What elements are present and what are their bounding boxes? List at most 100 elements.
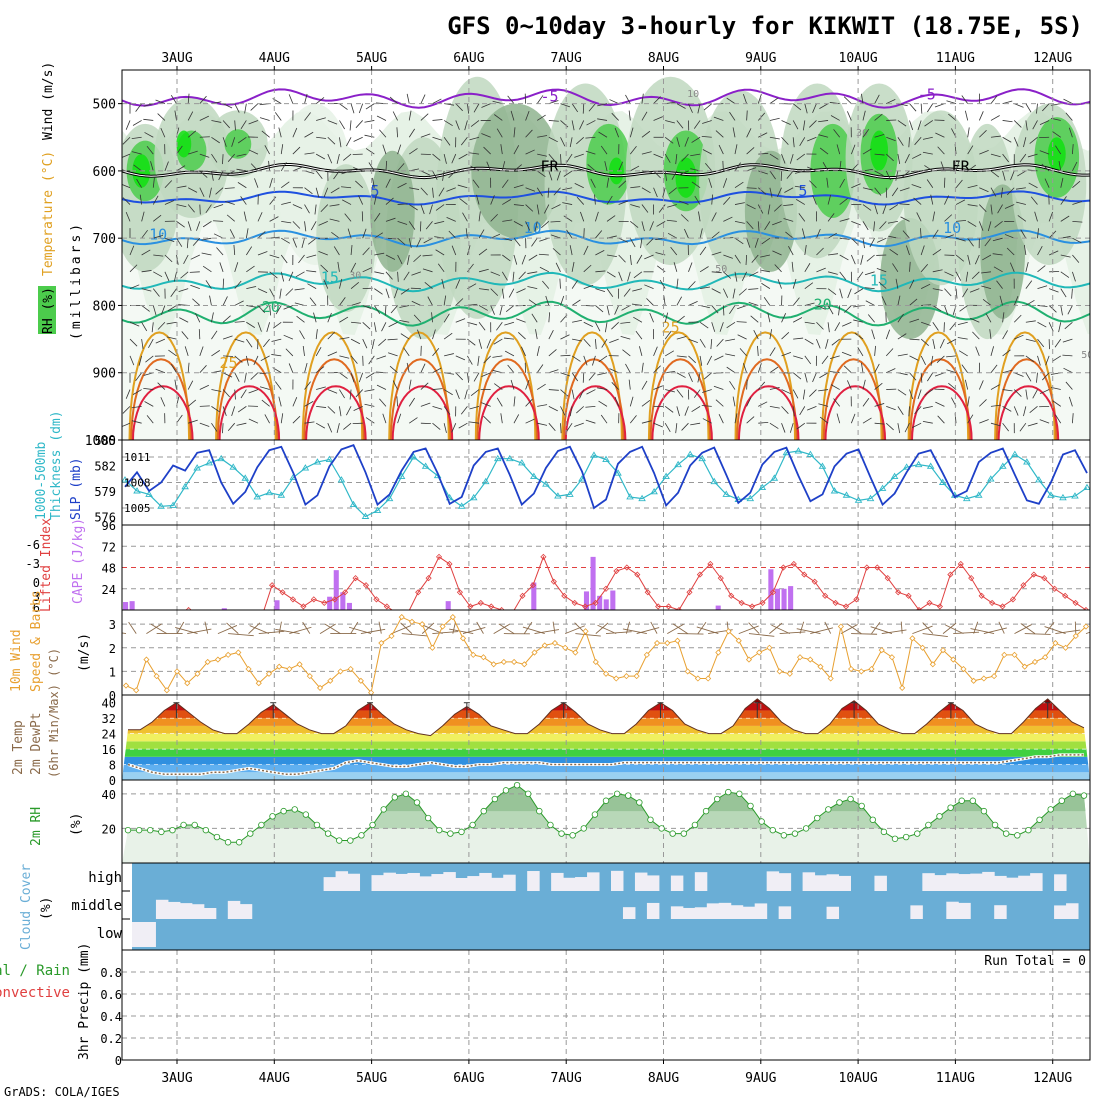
date-label-top: 9AUG: [745, 51, 776, 66]
contour-label: 30: [349, 271, 361, 282]
temp-band: [122, 703, 1090, 711]
wind-barb: [190, 272, 200, 273]
rh2m-point: [1059, 798, 1065, 804]
cape-bar: [327, 597, 332, 610]
rh2m-point: [281, 808, 287, 814]
rh2m-point: [414, 800, 420, 806]
cape-bar: [591, 557, 596, 610]
wind-barb: [583, 373, 584, 383]
rh2m-point: [648, 817, 654, 823]
rh2m-point: [470, 822, 476, 828]
y-tick-precip: 0.4: [100, 1010, 122, 1024]
date-label-bottom: 8AUG: [648, 1071, 679, 1086]
cloud-cell-high: [527, 871, 539, 891]
rh2m-point: [948, 805, 954, 811]
cloud-cell-high: [336, 871, 348, 891]
cloud-cell-middle: [731, 905, 743, 919]
y-tick-thickness: 585: [94, 434, 116, 448]
cloud-cell-high: [348, 874, 360, 891]
rh2m-point: [403, 791, 409, 797]
wind-speed-point: [399, 615, 404, 620]
rh2m-point: [926, 822, 932, 828]
temp-band: [122, 741, 1090, 749]
y-tick-temp: 16: [102, 743, 116, 757]
wind-speed-point: [849, 667, 854, 672]
cloud-cell-high: [1006, 878, 1018, 891]
date-label-top: 4AUG: [259, 51, 290, 66]
cloud-cell-high: [563, 878, 575, 891]
wind-barb-10m: [943, 623, 956, 633]
cloud-cell-high: [815, 875, 827, 891]
temp-band: [122, 734, 1090, 742]
date-label-top: 3AUG: [161, 51, 192, 66]
slp-line: [125, 445, 1087, 508]
wind-barb: [200, 205, 201, 215]
cloud-cell-high: [1054, 874, 1066, 891]
y-tick-lifted: -6: [26, 538, 40, 552]
temp2m-label-1: 2m Temp: [11, 720, 26, 775]
contour-label: 5: [798, 182, 807, 200]
rh2m-point: [1070, 791, 1076, 797]
rh2m-point: [214, 834, 220, 840]
rh2m-point: [603, 798, 609, 804]
precip-label-1: Total / Rain: [0, 963, 70, 979]
rh2m-point: [136, 827, 142, 833]
precip-label-2: Convective: [0, 985, 70, 1001]
wind-speed-point: [838, 624, 843, 629]
y-tick-slp: 1008: [124, 477, 151, 490]
y-tick-precip: 0.8: [100, 966, 122, 980]
wind-barb-10m: [923, 634, 948, 637]
wind-speed-point: [461, 636, 466, 641]
y-tick-cape: 72: [102, 540, 116, 554]
cloud-unit-label: (%): [39, 897, 54, 920]
y-tick-thickness: 579: [94, 485, 116, 499]
rh2m-label: 2m RH: [29, 807, 44, 846]
rh2m-point: [737, 791, 743, 797]
y-tick-pressure: 600: [93, 165, 116, 180]
wind-speed-point: [716, 650, 721, 655]
cloud-cell-middle: [946, 902, 958, 919]
rh2m-point: [870, 817, 876, 823]
date-label-bottom: 12AUG: [1033, 1071, 1072, 1086]
cloud-cell-high: [635, 873, 647, 891]
temp-band: [122, 726, 1090, 734]
cape-bar: [610, 591, 615, 610]
date-label-bottom: 10AUG: [839, 1071, 878, 1086]
cloud-cell-high: [372, 875, 384, 891]
cloud-cell-high: [695, 872, 707, 891]
cloud-cell-middle: [671, 906, 683, 919]
wind-speed-point: [501, 659, 506, 664]
rh2m-point: [759, 819, 765, 825]
cape-label: CAPE (J/kg): [71, 518, 86, 604]
wind-speed-point: [583, 629, 588, 634]
wind-speed-point: [134, 688, 139, 693]
wind-barb-10m: [379, 622, 381, 634]
rh2m-point: [448, 831, 454, 837]
cloud-cell-middle: [168, 902, 180, 919]
y-tick-wind: 3: [109, 618, 116, 632]
rh2m-point: [159, 829, 165, 835]
contour-label: 10: [687, 89, 699, 100]
wind-speed-point: [900, 685, 905, 690]
cape-bar: [347, 603, 352, 610]
y-tick-cape: 48: [102, 562, 116, 576]
wind-speed-point: [614, 676, 619, 681]
wind-speed-point: [512, 659, 517, 664]
cloud-cell-middle: [204, 908, 216, 919]
contour-label: 25: [220, 354, 238, 372]
contour-label: 10: [149, 226, 167, 244]
lifted-index-line: [126, 557, 1086, 631]
cloud-label: Cloud Cover: [19, 864, 34, 950]
cloud-cell-high: [575, 877, 587, 891]
temp-band: [122, 749, 1090, 757]
cloud-cell-high: [839, 876, 851, 891]
wind10-unit-label: (m/s): [77, 633, 92, 672]
cloud-cell-high: [479, 873, 491, 891]
rh2m-point: [1026, 827, 1032, 833]
rh2m-point: [792, 831, 798, 837]
wind-barb-10m: [606, 632, 632, 634]
y-tick-temp: 24: [102, 728, 116, 742]
date-label-bottom: 11AUG: [936, 1071, 975, 1086]
rh2m-point: [425, 815, 431, 821]
